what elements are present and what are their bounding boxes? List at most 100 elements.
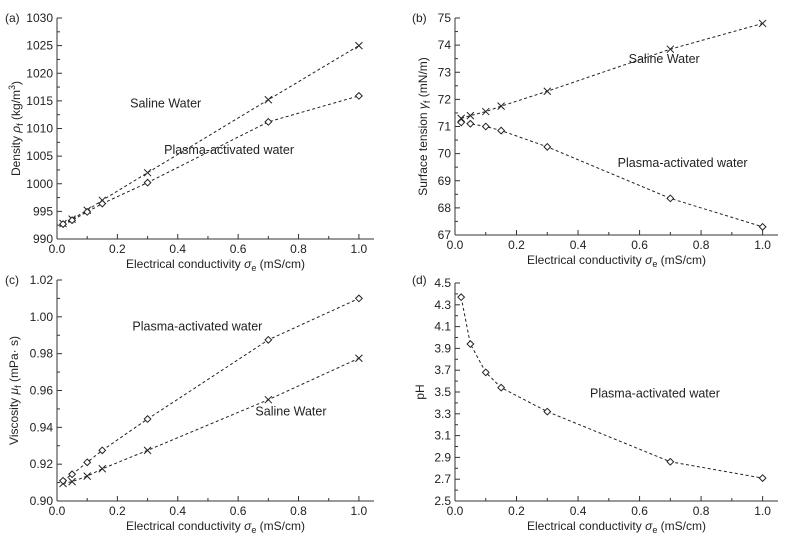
y-tick-label: 75 [438, 11, 452, 25]
series-line-saline-water [461, 22, 763, 119]
data-point-plasma-activated-water [68, 470, 77, 479]
data-point-plasma-activated-water [143, 178, 152, 187]
y-tick-label: 3.5 [434, 385, 451, 399]
x-tick-label: 0.8 [693, 504, 710, 518]
y-tick-label: 71 [438, 120, 452, 134]
y-tick-label: 4.1 [434, 320, 451, 334]
y-tick-label: 1.00 [30, 310, 54, 324]
data-point-saline-water [497, 102, 505, 111]
y-axis-label-unit: (kg/m [9, 90, 23, 123]
y-axis-label-text: pH [413, 384, 427, 399]
x-tick-label: 0.4 [169, 242, 186, 256]
panel-label: (c) [5, 273, 19, 287]
data-point-plasma-activated-water [758, 222, 767, 231]
panel-d-ph: 0.0 0.2 0.4 0.6 0.8 1.0 2.5 2.7 2.9 3.1 3.3 3.5 3.7 3… [412, 273, 778, 535]
data-point-saline-water [264, 95, 273, 104]
y-axis-label-subscript: f [13, 385, 23, 388]
x-tick-label: 0.0 [49, 504, 66, 518]
x-tick-label: 0.4 [570, 504, 587, 518]
series-annotation: Saline Water [130, 97, 201, 111]
series-line-saline-water [62, 357, 360, 484]
data-point-plasma-activated-water [83, 207, 92, 216]
x-axis-label-subscript: e [652, 259, 657, 269]
y-tick-label: 3.1 [434, 429, 451, 443]
data-point-saline-water [666, 45, 675, 54]
y-axis-label-subscript: f [422, 100, 432, 103]
data-point-plasma-activated-water [543, 407, 552, 416]
series-line-plasma-activated-water [62, 95, 360, 225]
x-tick-label: 0.4 [169, 504, 186, 518]
x-axis-label-text: Electrical conductivity [527, 253, 645, 267]
x-tick-label: 0.6 [631, 238, 648, 252]
data-point-saline-water [143, 446, 152, 455]
x-axis-label-text: Electrical conductivity [126, 257, 244, 271]
data-point-plasma-activated-water [354, 294, 363, 303]
panel-b-surface-tension: 0.0 0.2 0.4 0.6 0.8 1.0 67 68 69 70 71 72 73 74 75 (b) E… [412, 11, 778, 269]
x-tick-label: 0.0 [447, 504, 464, 518]
y-axis-label-symbol: μ [7, 387, 21, 397]
y-tick-label: 69 [438, 174, 452, 188]
y-axis-label: Surface tension γf (mN/m) [416, 57, 432, 196]
y-tick-label: 72 [438, 92, 452, 106]
data-point-saline-water [466, 111, 475, 120]
data-point-plasma-activated-water [457, 118, 466, 127]
series-annotation: Saline Water [255, 404, 326, 418]
x-axis-label-symbol: σ [645, 519, 653, 533]
panel-label: (d) [412, 273, 427, 287]
x-axis-label-unit: (mS/cm) [256, 257, 305, 271]
data-point-saline-water [83, 472, 92, 480]
data-point-plasma-activated-water [457, 293, 466, 302]
x-tick-label: 0.6 [631, 504, 648, 518]
x-axis-label-symbol: σ [244, 257, 252, 271]
data-point-saline-water [481, 107, 490, 116]
x-axis-label-subscript: e [251, 263, 256, 273]
data-point-plasma-activated-water [68, 216, 77, 225]
y-axis-label-symbol: ρ [9, 126, 23, 136]
x-tick-label: 0.8 [290, 242, 307, 256]
x-tick-label: 1.0 [351, 242, 368, 256]
data-point-plasma-activated-water [497, 383, 506, 392]
y-tick-label: 73 [438, 65, 452, 79]
x-tick-label: 0.2 [109, 242, 126, 256]
y-tick-label: 1020 [26, 66, 53, 80]
series-line-plasma-activated-water [461, 121, 763, 228]
x-tick-label: 0.2 [508, 238, 525, 252]
y-tick-label: 74 [438, 38, 452, 52]
y-axis-label-unit: (mPa· s) [7, 336, 21, 385]
x-axis-label-subscript: e [251, 525, 256, 535]
y-tick-label: 0.94 [30, 420, 54, 434]
y-tick-label: 4.3 [434, 298, 451, 312]
data-point-saline-water [143, 168, 152, 177]
panel-a-density: 0.0 0.2 0.4 0.6 0.8 1.0 990 995 1000 1005 1010 1015… [5, 11, 374, 273]
data-point-plasma-activated-water [264, 117, 273, 126]
x-axis-label: Electrical conductivity σe (mS/cm) [126, 519, 305, 535]
series-annotation: Plasma-activated water [164, 143, 294, 157]
data-point-saline-water [543, 87, 552, 96]
y-tick-label: 1030 [26, 11, 53, 25]
y-tick-label: 3.3 [434, 407, 451, 421]
data-point-saline-water [758, 19, 767, 28]
x-axis-label-symbol: σ [244, 519, 252, 533]
x-axis-label: Electrical conductivity σe (mS/cm) [126, 257, 305, 273]
panel-label: (a) [5, 11, 20, 25]
y-tick-label: 3.7 [434, 363, 451, 377]
x-tick-label: 0.6 [230, 242, 247, 256]
x-tick-label: 1.0 [754, 504, 771, 518]
data-point-saline-water [68, 477, 76, 486]
x-tick-label: 0.6 [230, 504, 247, 518]
x-tick-label: 0.0 [447, 238, 464, 252]
y-tick-label: 0.96 [30, 384, 54, 398]
y-axis-label: pH [413, 384, 427, 399]
data-point-saline-water [355, 354, 363, 363]
data-point-saline-water [355, 41, 363, 50]
x-axis-label-unit: (mS/cm) [256, 519, 305, 533]
y-tick-label: 0.90 [30, 494, 54, 508]
y-tick-label: 0.92 [30, 457, 54, 471]
y-tick-label: 2.7 [434, 472, 451, 486]
y-tick-label: 2.9 [434, 450, 451, 464]
y-axis-label: Viscosity μf (mPa· s) [7, 336, 23, 445]
y-tick-label: 3.9 [434, 341, 451, 355]
series-line-saline-water [62, 45, 360, 224]
y-tick-label: 0.98 [30, 347, 54, 361]
